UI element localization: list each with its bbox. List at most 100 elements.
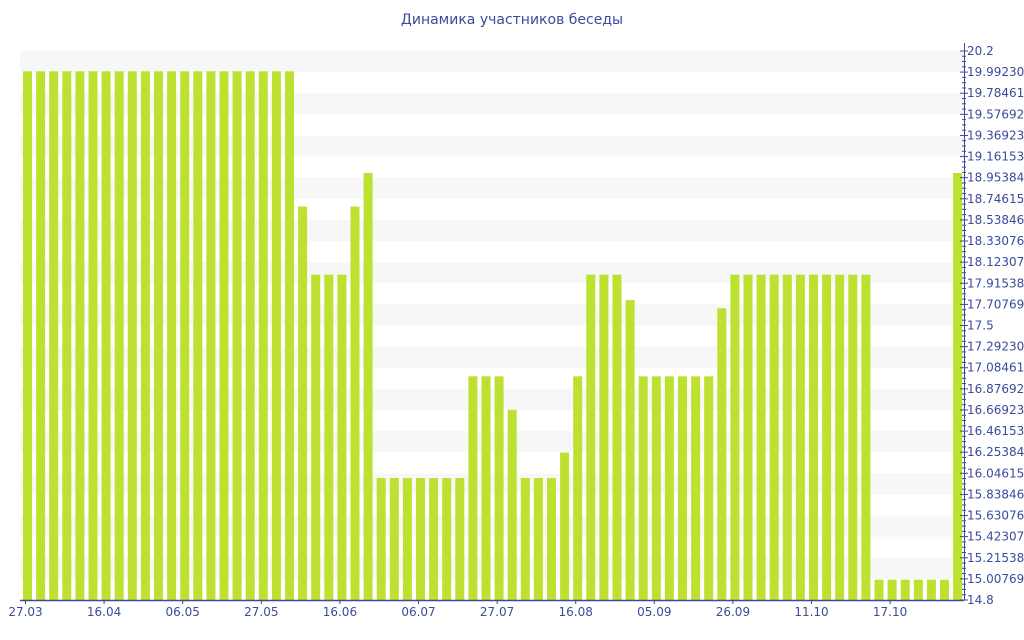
y-tick-label: 14.8	[967, 593, 994, 607]
grid-band	[20, 515, 964, 537]
bar	[481, 376, 491, 600]
x-tick-label: 16.06	[323, 605, 357, 619]
bar	[455, 478, 465, 600]
y-tick-label: 17.70769	[967, 297, 1024, 311]
grid-band	[20, 304, 964, 326]
bar	[206, 71, 216, 601]
bar	[389, 478, 399, 600]
bar	[560, 452, 570, 600]
bar	[520, 478, 530, 600]
bar	[795, 274, 805, 600]
bar	[586, 274, 596, 600]
y-tick-label: 19.16153	[967, 150, 1024, 164]
bar	[298, 206, 308, 601]
y-tick-label: 18.53846	[967, 213, 1024, 227]
bar	[88, 71, 98, 601]
bar	[180, 71, 190, 601]
bar	[913, 579, 923, 600]
grid-band	[20, 177, 964, 199]
grid-band	[20, 135, 964, 157]
bar	[822, 274, 832, 600]
y-axis: 14.8 15.00769 15.21538 15.42307 15.63076 15.8…	[960, 43, 1024, 607]
y-tick-label: 15.83846	[967, 487, 1024, 501]
bar	[416, 478, 425, 600]
y-tick-label: 19.99230	[967, 65, 1024, 79]
bar	[429, 478, 439, 600]
bar	[232, 71, 242, 601]
x-tick-label: 26.09	[716, 605, 750, 619]
x-tick-label: 06.05	[166, 605, 200, 619]
bar	[769, 274, 779, 600]
bar	[704, 376, 714, 600]
bar	[874, 579, 884, 600]
y-tick-label: 15.63076	[967, 509, 1024, 523]
bar	[664, 376, 674, 600]
y-tick-label: 17.29230	[967, 340, 1024, 354]
bar	[533, 478, 543, 600]
x-tick-label: 27.07	[480, 605, 514, 619]
bar	[468, 376, 478, 600]
bar	[101, 71, 111, 601]
y-tick-label: 15.21538	[967, 551, 1024, 565]
grid-band	[20, 219, 964, 242]
bar	[258, 71, 268, 601]
bar	[402, 478, 412, 600]
y-tick-label: 17.08461	[967, 361, 1024, 375]
bar	[193, 71, 203, 601]
bar	[350, 206, 360, 601]
bar	[376, 478, 386, 600]
grid-band	[20, 262, 964, 284]
bar	[599, 274, 609, 600]
bar	[717, 308, 727, 600]
bar	[507, 409, 517, 600]
bar	[612, 274, 622, 600]
bar	[23, 71, 32, 601]
grid-band	[20, 346, 964, 368]
bar	[926, 579, 936, 600]
grid-band	[20, 51, 964, 73]
bar	[809, 274, 818, 600]
y-tick-label: 18.74615	[967, 192, 1024, 206]
y-tick-label: 19.57692	[967, 107, 1024, 121]
grid-band	[20, 473, 964, 495]
bar	[638, 376, 648, 600]
bar	[285, 71, 294, 601]
bar	[900, 579, 910, 600]
y-tick-label: 16.04615	[967, 466, 1024, 480]
x-tick-label: 17.10	[873, 605, 907, 619]
bar	[245, 71, 255, 601]
x-tick-label: 16.04	[87, 605, 121, 619]
y-tick-label: 18.12307	[967, 255, 1024, 269]
bar	[678, 376, 687, 600]
y-tick-label: 19.78461	[967, 86, 1024, 100]
bar	[140, 71, 150, 601]
bar	[651, 376, 661, 600]
bar	[114, 71, 124, 601]
x-tick-label: 06.07	[401, 605, 435, 619]
bar	[573, 376, 583, 600]
bar	[494, 376, 504, 600]
x-tick-label: 27.03	[8, 605, 42, 619]
bar	[271, 71, 281, 601]
bar	[62, 71, 72, 601]
y-tick-label: 15.42307	[967, 530, 1024, 544]
y-tick-label: 19.36923	[967, 128, 1024, 142]
y-tick-label: 16.25384	[967, 445, 1024, 459]
y-tick-label: 20.2	[967, 44, 994, 58]
chart-title: Динамика участников беседы	[400, 12, 624, 28]
bar	[835, 274, 845, 600]
x-tick-label: 11.10	[794, 605, 828, 619]
bar	[940, 579, 949, 600]
bar	[36, 71, 46, 601]
bar	[547, 478, 556, 600]
y-tick-label: 18.33076	[967, 234, 1024, 248]
x-axis: 27.03 16.04 06.05 27.05 16.06 06.07 27.07 16.08…	[8, 599, 964, 619]
bar	[861, 274, 871, 600]
bar	[625, 300, 635, 600]
bar	[337, 274, 347, 600]
bar	[324, 274, 334, 600]
grid-bands	[20, 51, 964, 579]
bar	[363, 173, 373, 600]
x-tick-label: 05.09	[637, 605, 671, 619]
